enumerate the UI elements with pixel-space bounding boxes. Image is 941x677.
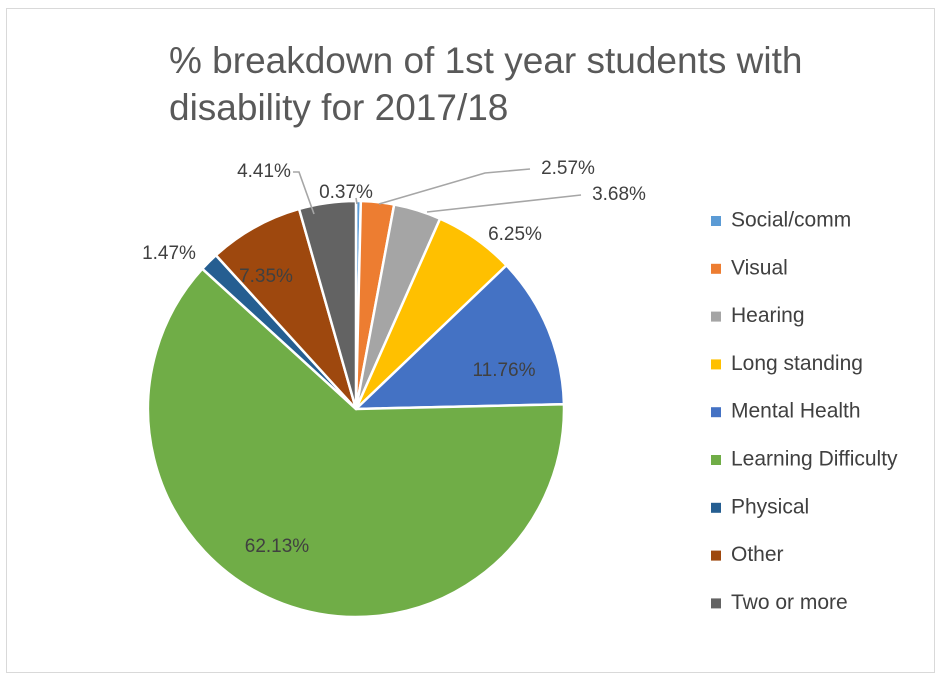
legend-label-long-standing: Long standing — [731, 352, 863, 375]
leader-line-visual — [378, 168, 531, 205]
data-label-social-comm: 0.37% — [319, 182, 373, 203]
chart-title-line-1: % breakdown of 1st year students with — [169, 40, 802, 81]
data-labels: 0.37% 2.57% 3.68% 6.25% 11.76% 62.13% 1.47% 7.3… — [142, 158, 646, 557]
leader-line-hearing — [426, 194, 582, 213]
pie-slices — [146, 199, 566, 619]
leader-line-social-comm — [355, 197, 358, 205]
leader-line-two-or-more — [293, 171, 315, 215]
data-label-learning-difficulty: 62.13% — [245, 536, 310, 557]
chart-title-line-2: disability for 2017/18 — [169, 87, 508, 128]
legend-label-hearing: Hearing — [731, 304, 805, 327]
pie-chart: % breakdown of 1st year students with di… — [142, 40, 898, 619]
data-label-hearing: 3.68% — [592, 184, 646, 205]
legend-swatch-hearing — [711, 311, 721, 322]
leader-lines — [293, 168, 582, 215]
legend-swatch-physical — [711, 502, 721, 513]
legend-swatch-long-standing — [711, 359, 721, 370]
data-label-mental-health: 11.76% — [472, 360, 535, 381]
chart-frame: % breakdown of 1st year students with di… — [6, 8, 935, 673]
data-label-physical: 1.47% — [142, 243, 196, 264]
legend-swatch-two-or-more — [711, 598, 721, 609]
data-label-visual: 2.57% — [541, 158, 595, 179]
data-label-two-or-more: 4.41% — [237, 161, 291, 182]
legend-label-social-comm: Social/comm — [731, 209, 851, 232]
data-label-long-standing: 6.25% — [488, 224, 542, 245]
legend-label-physical: Physical — [731, 495, 809, 518]
data-label-other: 7.35% — [239, 266, 293, 287]
legend-label-two-or-more: Two or more — [731, 591, 848, 614]
legend-label-learning-difficulty: Learning Difficulty — [731, 448, 898, 471]
legend-label-visual: Visual — [731, 256, 788, 279]
pie-slice-mental-health — [354, 264, 566, 411]
legend-swatch-other — [711, 550, 721, 561]
legend-swatch-visual — [711, 263, 721, 274]
legend-swatch-social-comm — [711, 216, 721, 226]
legend-label-mental-health: Mental Health — [731, 400, 861, 423]
legend-swatch-mental-health — [711, 407, 721, 418]
legend: Social/comm Visual Hearing Long standing Men… — [711, 209, 898, 614]
legend-label-other: Other — [731, 543, 784, 566]
legend-swatch-learning-difficulty — [711, 455, 721, 465]
pie-slice-learning-difficulty — [146, 267, 566, 619]
